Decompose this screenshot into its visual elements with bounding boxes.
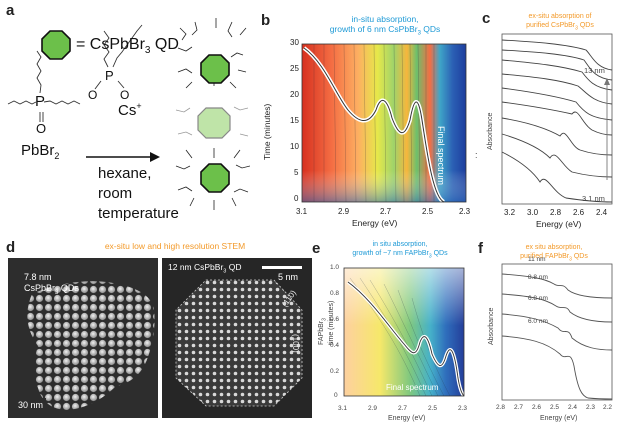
stem-right-scalebar [262, 266, 302, 269]
panel-e-ytick: 1.0 [330, 264, 340, 271]
panel-f-xtick: 2.3 [586, 404, 596, 411]
panel-b-ytick: 20 [290, 90, 299, 99]
panel-f-xtick: 2.8 [496, 404, 506, 411]
panel-b-ylabel: Time (minutes) [262, 103, 272, 160]
panel-f-xtick: 2.7 [514, 404, 524, 411]
stem-low-res-image [8, 258, 158, 418]
phosphine-oxide-ligand [7, 50, 81, 122]
panel-label-a: a [6, 2, 15, 19]
panel-c-xtick: 2.6 [573, 208, 585, 217]
ligand2-p: P [105, 68, 114, 83]
panel-b-ytick: 30 [290, 38, 299, 47]
panel-b-ytick: 10 [290, 142, 299, 151]
panel-b-xtick: 2.5 [422, 207, 434, 216]
panel-c-chart [501, 33, 613, 205]
panel-c-spectra [501, 39, 613, 203]
panel-c-top-label: 13 nm [584, 66, 605, 75]
reaction-conditions: hexane, room temperature [98, 165, 179, 222]
ligand2-o2: O [120, 88, 130, 102]
panel-f-xtick: 2.4 [568, 404, 578, 411]
panel-b-xlabel: Energy (eV) [352, 218, 398, 228]
single-qd-lattice [175, 279, 303, 407]
panel-b-ytick: 5 [294, 168, 299, 177]
panel-f-size-label: 6.8 nm [528, 295, 548, 302]
panel-e-ytick: 0.6 [330, 316, 340, 323]
stem-left-scale-label: 30 nm [18, 400, 44, 410]
panel-c-xtick: 2.4 [596, 208, 608, 217]
stem-high-res-image [162, 258, 312, 418]
nanocrystal-superlattice [27, 281, 155, 410]
panel-b-xtick: 2.3 [459, 207, 471, 216]
qd-stack-ligands [175, 18, 250, 210]
pbbr2: PbBr2 [21, 142, 60, 161]
panel-e-xtick: 2.3 [458, 405, 468, 412]
ligand-o: O [36, 121, 47, 136]
panel-f-size-label: 8.8 nm [528, 274, 548, 281]
panel-e-chart [343, 267, 466, 398]
panel-label-b: b [261, 12, 271, 29]
panel-c-title: ex-situ absorption of purified CsPbBr3 Q… [526, 13, 594, 32]
panel-label-c: c [482, 10, 491, 27]
panel-b-xtick: 2.9 [338, 207, 350, 216]
reaction-scheme [7, 18, 250, 210]
panel-b-annotation: Final spectrum [436, 126, 446, 186]
panel-f-xlabel: Energy (eV) [540, 415, 578, 422]
panel-f-spectra [501, 273, 613, 400]
panel-e-xlabel: Energy (eV) [388, 415, 426, 422]
qd-octagon-top [200, 54, 230, 84]
panel-e-annotation: Final spectrum [386, 383, 439, 392]
panel-b-ytick: 0 [294, 194, 299, 203]
panel-label-d: d [6, 239, 16, 256]
stem-left-label: 7.8 nm CsPbBr3 QDs [24, 272, 79, 296]
panel-e-ytick: 0.8 [330, 290, 340, 297]
panel-e-xtick: 2.7 [398, 405, 408, 412]
panel-e-title: in situ absorption, growth of ~7 nm FAPb… [352, 241, 448, 260]
panel-f-xtick: 2.5 [550, 404, 560, 411]
panel-c-xlabel: Energy (eV) [536, 219, 582, 229]
qd-octagon-legend [41, 30, 71, 60]
panel-f-xtick: 2.2 [603, 404, 613, 411]
qd-octagon-middle [197, 107, 231, 139]
panel-label-f: f [478, 240, 483, 257]
panel-f-size-label: 11 nm [528, 256, 546, 263]
panel-b-xtick: 3.1 [296, 207, 308, 216]
panel-f-title: ex situ absorption, purified FAPbBr3 QDs [520, 244, 588, 263]
cs-ion: Cs+ [118, 101, 142, 119]
panel-e-xtick: 2.5 [428, 405, 438, 412]
qd-octagon-bottom [200, 163, 230, 193]
panel-e-ytick: 0.2 [330, 368, 340, 375]
cs-phosphonate-ligand [94, 24, 143, 90]
ligand2-o1: O [88, 88, 98, 102]
panel-label-e: e [312, 240, 321, 257]
panel-b-ytick: 25 [290, 64, 299, 73]
panel-f-ylabel: Absorbance [488, 307, 495, 345]
stem-right-label: 12 nm CsPbBr3 QD [168, 262, 242, 275]
panel-c-ylabel: Absorbance [487, 112, 494, 150]
legend-text: = CsPbBr3 QD [76, 36, 179, 57]
panel-b-title: in-situ absorption, growth of 6 nm CsPbB… [329, 14, 441, 37]
panel-f-xtick: 2.6 [532, 404, 542, 411]
panel-f-size-label: 6.0 nm [528, 318, 548, 325]
panel-b-ytick: 15 [290, 116, 299, 125]
panel-c-xtick: 3.2 [504, 208, 516, 217]
panel-c-xtick: 3.0 [527, 208, 539, 217]
stem-right-scale-label: 5 nm [278, 272, 299, 282]
panel-b-colon: : [475, 150, 478, 160]
panel-e-ytick: 0 [334, 392, 338, 399]
facet-100-label: (100) [291, 334, 300, 353]
panel-e-ytick: 0.4 [330, 342, 340, 349]
panel-c-xtick: 2.8 [550, 208, 562, 217]
panel-d-title: ex-situ low and high resolution STEM [104, 241, 246, 251]
panel-b-chart [301, 43, 467, 204]
panel-f-chart [501, 263, 613, 401]
panel-e-xtick: 2.9 [368, 405, 378, 412]
panel-b-xtick: 2.7 [380, 207, 392, 216]
panel-c-bottom-label: 3.1 nm [582, 194, 605, 203]
ligand-p: P [35, 93, 46, 110]
panel-e-xtick: 3.1 [338, 405, 348, 412]
